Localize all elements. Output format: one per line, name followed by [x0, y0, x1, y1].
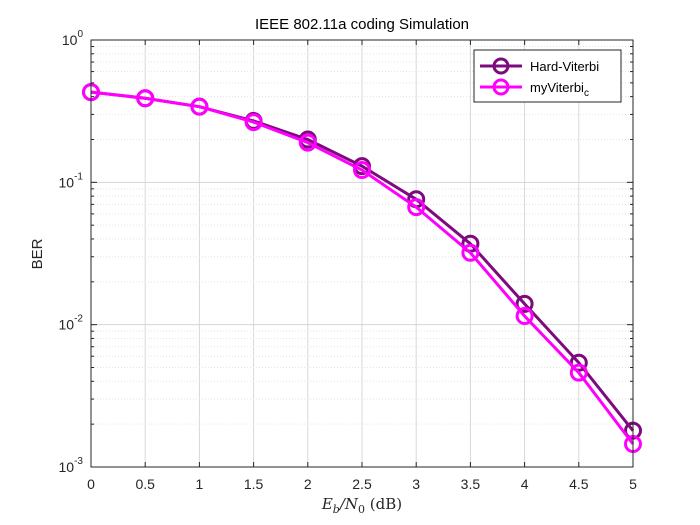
x-tick-label: 4.5 — [569, 476, 589, 492]
data-point — [515, 294, 534, 313]
legend-label-myviterbi: myViterbic — [530, 80, 589, 99]
y-tick-label: 10-3 — [59, 456, 84, 475]
x-tick-label: 2 — [304, 476, 312, 492]
x-tick-label: 0 — [87, 476, 95, 492]
x-axis-label: Eb/N0 (dB) — [321, 495, 402, 516]
x-axis-label-unit: (dB) — [365, 495, 402, 513]
data-point — [244, 113, 263, 132]
legend-label-myviterbi-main: myViterbi — [530, 80, 584, 95]
legend-marker-hard-viterbi — [492, 57, 510, 75]
data-point — [461, 243, 480, 262]
ticks — [90, 39, 634, 468]
legend-marker-myviterbi — [492, 78, 510, 96]
chart-title: IEEE 802.11a coding Simulation — [255, 16, 469, 33]
x-tick-label: 0.5 — [135, 476, 155, 492]
x-tick-label: 1.5 — [244, 476, 264, 492]
x-tick-label: 2.5 — [352, 476, 372, 492]
data-point — [569, 363, 588, 382]
data-point — [353, 161, 371, 180]
x-axis-label-n-sub: 0 — [358, 503, 365, 516]
data-point — [298, 133, 317, 152]
data-point — [515, 307, 534, 326]
data-point — [407, 198, 426, 217]
series-line — [90, 90, 635, 445]
x-tick-label: 1 — [196, 476, 204, 492]
series-group — [82, 83, 642, 454]
y-tick-label: 100 — [62, 29, 84, 48]
x-tick-label: 4 — [521, 476, 529, 492]
x-tick-label: 3.5 — [461, 476, 481, 492]
x-tick-label: 5 — [629, 476, 637, 492]
y-tick-label: 10-1 — [59, 171, 84, 190]
y-tick-label: 10-2 — [59, 314, 84, 333]
tick-labels: 0 0.5 1 1.5 2 2.5 3 3.5 4 4.5 5 10-3 10-2 10-1 100 — [59, 29, 638, 492]
legend-label-hard-viterbi: Hard-Viterbi — [530, 59, 599, 74]
x-axis-label-e: E — [321, 495, 333, 513]
x-tick-label: 3 — [412, 476, 420, 492]
data-point — [190, 97, 209, 116]
legend: Hard-Viterbi myViterbic — [473, 49, 622, 103]
y-axis-label: BER — [29, 238, 46, 269]
x-axis-label-e-sub: b — [333, 503, 340, 516]
legend-label-myviterbi-sub: c — [584, 88, 589, 99]
data-point — [136, 89, 155, 108]
x-axis-label-n: /N — [338, 495, 359, 513]
